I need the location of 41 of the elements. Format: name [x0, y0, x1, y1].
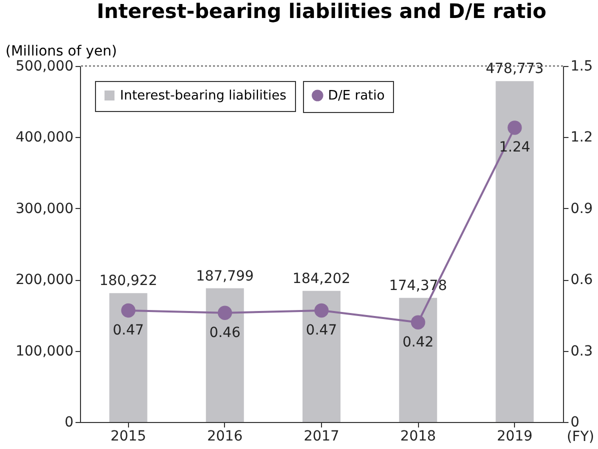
- data-label: 0.46: [209, 324, 241, 341]
- point: [121, 303, 136, 318]
- bar: [399, 298, 438, 422]
- y-tick-label: 200,000: [16, 272, 74, 288]
- x-tick-label: 2016: [207, 428, 243, 444]
- point: [410, 315, 426, 330]
- y2-tick-label: 0: [570, 414, 580, 430]
- point: [314, 303, 329, 318]
- y-tick-label: 400,000: [16, 130, 74, 146]
- y2-tick-label: 0.6: [570, 272, 593, 288]
- chart-title: Interest-bearing liabilities and D/E ratio: [96, 0, 546, 23]
- bar: [206, 288, 244, 422]
- data-label: 0.42: [402, 334, 434, 350]
- data-label: 184,202: [292, 270, 350, 287]
- data-label: 180,922: [99, 273, 158, 290]
- bar: [109, 293, 148, 422]
- point: [218, 306, 232, 320]
- y-tick-label: 100,000: [16, 343, 74, 360]
- legend-label: D/E ratio: [328, 88, 385, 104]
- y-tick-label: 300,000: [16, 200, 74, 217]
- y2-tick-label: 0.9: [570, 200, 593, 217]
- y-axis-title: (Millions of yen): [6, 44, 117, 60]
- x-tick-label: 2015: [110, 428, 146, 444]
- x-tick-label: 2019: [496, 428, 533, 444]
- data-label: 0.47: [306, 322, 338, 338]
- y2-tick-label: 1.5: [570, 58, 593, 74]
- legend-label: Interest-bearing liabilities: [120, 88, 287, 104]
- data-label: 1.24: [499, 140, 530, 156]
- x-tick-label: 2017: [304, 428, 340, 444]
- data-label: 187,799: [196, 268, 254, 284]
- point: [508, 120, 522, 135]
- y-tick-label: 500,000: [16, 58, 74, 74]
- data-label: 0.47: [112, 322, 144, 338]
- bar: [302, 290, 340, 422]
- y-tick-label: 0: [64, 414, 74, 430]
- bar: [496, 81, 534, 422]
- x-tick-label: 2018: [400, 428, 436, 444]
- text: (FY): [566, 429, 594, 445]
- data-label: 478,773: [486, 61, 544, 78]
- y2-tick-label: 0.3: [570, 343, 593, 360]
- y2-tick-label: 1.2: [570, 130, 593, 146]
